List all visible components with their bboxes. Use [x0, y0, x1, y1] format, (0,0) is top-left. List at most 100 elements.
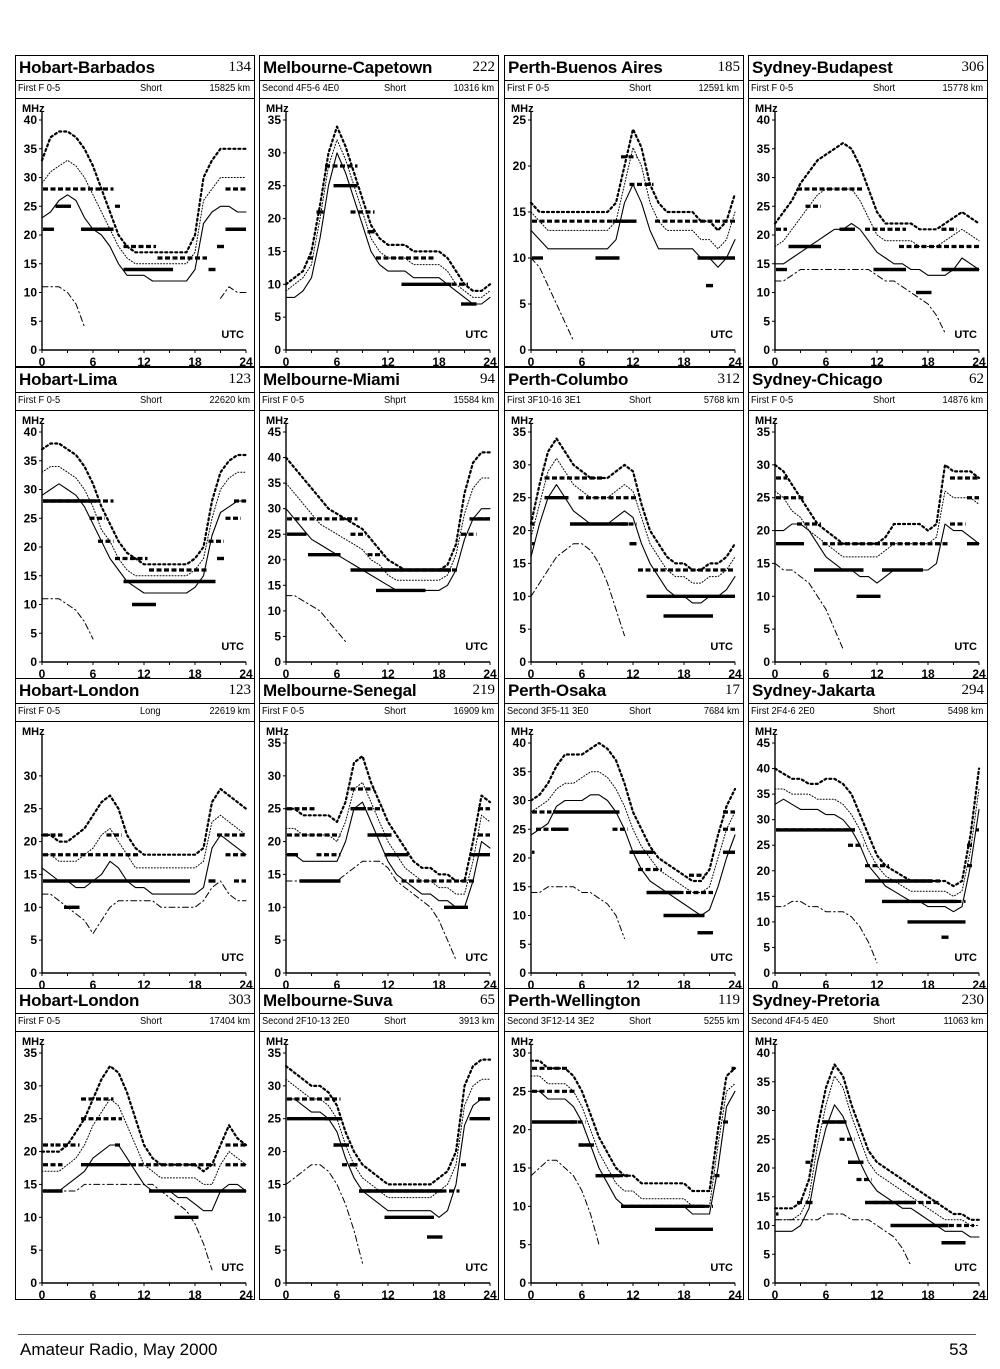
path-distance: 7684 km — [703, 705, 739, 717]
x-tick-label: 0 — [528, 978, 535, 991]
panel-title-bar: Perth-Columbo 312 — [505, 368, 743, 393]
y-tick-label: 15 — [757, 1190, 771, 1204]
panel-info-bar: Second 4F4-5 4E0 Short 11063 km — [749, 1013, 987, 1032]
y-tick-label: 15 — [268, 578, 282, 592]
x-tick-label: 12 — [137, 667, 151, 680]
y-tick-label: 15 — [24, 569, 38, 583]
propagation-mode: Second 3F5-11 3E0 — [507, 705, 589, 717]
x-tick-label: 0 — [772, 978, 779, 991]
x-axis-label: UTC — [710, 641, 733, 653]
chart-number: 230 — [961, 992, 985, 1008]
chart-number: 294 — [961, 682, 985, 698]
y-tick-label: 30 — [757, 458, 771, 472]
series-upper-dotted — [774, 788, 980, 897]
y-tick-label: 25 — [268, 179, 282, 193]
y-tick-label: 15 — [513, 1161, 527, 1175]
x-axis-label: UTC — [954, 1262, 977, 1274]
y-tick-label: 15 — [513, 556, 527, 570]
chart-number: 306 — [961, 59, 985, 75]
x-tick-label: 12 — [137, 978, 151, 991]
y-tick-label: 25 — [513, 1084, 527, 1098]
x-tick-label: 0 — [528, 1288, 535, 1301]
x-tick-label: 0 — [283, 355, 290, 368]
y-tick-label: 0 — [274, 1276, 281, 1290]
path-distance: 16909 km — [453, 705, 494, 717]
panel-info-bar: First 2F4-6 2E0 Short 5498 km — [749, 703, 987, 722]
chart-title: Sydney-Jakarta — [752, 681, 875, 700]
y-tick-label: 25 — [24, 802, 38, 816]
series-lower — [41, 880, 247, 935]
x-axis-label: UTC — [710, 329, 733, 341]
y-tick-label: 5 — [519, 622, 526, 636]
series-lower — [530, 1159, 600, 1246]
y-tick-label: 5 — [519, 297, 526, 311]
path-type: Short — [629, 1015, 652, 1027]
y-tick-label: 30 — [268, 146, 282, 160]
x-tick-label: 0 — [528, 667, 535, 680]
y-tick-label: 25 — [757, 491, 771, 505]
x-tick-label: 12 — [626, 978, 640, 991]
chart-number: 65 — [480, 992, 495, 1008]
x-tick-label: 24 — [239, 667, 253, 680]
x-tick-label: 0 — [283, 667, 290, 680]
x-tick-label: 6 — [90, 667, 97, 680]
y-tick-label: 5 — [519, 1238, 526, 1252]
chart-panel: Sydney-Jakarta 294 First 2F4-6 2E0 Short 549… — [748, 678, 988, 991]
panel-title-bar: Hobart-Barbados 134 — [16, 56, 254, 81]
y-axis-label: MHz — [511, 1036, 534, 1048]
y-tick-label: 5 — [763, 940, 770, 954]
x-tick-label: 6 — [823, 355, 830, 368]
path-type: Short — [629, 394, 652, 406]
x-tick-label: 18 — [677, 355, 691, 368]
x-tick-label: 0 — [528, 355, 535, 368]
path-distance: 10316 km — [453, 82, 494, 94]
chart-panel: Perth-Columbo 312 First 3F10-16 3E1 Short 57… — [504, 367, 744, 680]
chart-plot: MHz 0 5 10 15 20 25 30 35 40 0 6 12 18 24 UTC — [755, 1036, 986, 1301]
series-lower — [41, 286, 85, 328]
series-median — [774, 222, 980, 276]
series-upper-dotted — [530, 771, 736, 893]
y-tick-label: 20 — [513, 1123, 527, 1137]
x-axis-label: UTC — [221, 952, 244, 964]
chart-number: 119 — [718, 992, 740, 1008]
panel-info-bar: First F 0-5 Long 22619 km — [16, 703, 254, 722]
y-tick-label: 5 — [274, 629, 281, 643]
y-tick-label: 30 — [268, 769, 282, 783]
propagation-mode: First F 0-5 — [18, 82, 61, 94]
y-tick-label: 30 — [513, 794, 527, 808]
x-tick-label: 6 — [334, 355, 341, 368]
propagation-mode: First F 0-5 — [262, 705, 305, 717]
x-tick-label: 18 — [432, 667, 446, 680]
x-tick-label: 6 — [579, 978, 586, 991]
panel-title-bar: Sydney-Jakarta 294 — [749, 679, 987, 704]
x-axis-label: UTC — [710, 1262, 733, 1274]
series-upper-dotted — [285, 477, 491, 581]
propagation-mode: First 3F10-16 3E1 — [507, 394, 581, 406]
panel-info-bar: First F 0-5 Shprt 15584 km — [260, 392, 498, 411]
y-tick-label: 20 — [268, 212, 282, 226]
y-tick-label: 20 — [757, 1161, 771, 1175]
series-lower — [285, 1164, 363, 1264]
y-tick-label: 15 — [24, 257, 38, 271]
y-tick-label: 40 — [757, 1046, 771, 1060]
y-tick-label: 0 — [519, 343, 526, 357]
y-tick-label: 30 — [513, 458, 527, 472]
y-axis-label: MHz — [266, 415, 289, 427]
path-type: Short — [140, 1015, 163, 1027]
chart-title: Melbourne-Capetown — [263, 58, 433, 77]
path-distance: 22619 km — [209, 705, 250, 717]
y-tick-label: 30 — [24, 483, 38, 497]
x-axis-label: UTC — [465, 329, 488, 341]
y-tick-label: 5 — [763, 314, 770, 328]
path-distance: 15825 km — [209, 82, 250, 94]
chart-plot: MHz 0 5 10 15 20 25 30 35 40 0 6 12 18 24 UTC — [755, 103, 986, 368]
propagation-mode: First F 0-5 — [262, 394, 305, 406]
chart-title: Melbourne-Senegal — [263, 681, 417, 700]
y-tick-label: 20 — [268, 835, 282, 849]
series-lower — [530, 886, 625, 939]
y-tick-label: 35 — [757, 425, 771, 439]
y-tick-label: 5 — [763, 1247, 770, 1261]
path-distance: 22620 km — [209, 394, 250, 406]
series-upper-dashed — [773, 767, 981, 888]
series-upper-dashed — [284, 451, 492, 572]
